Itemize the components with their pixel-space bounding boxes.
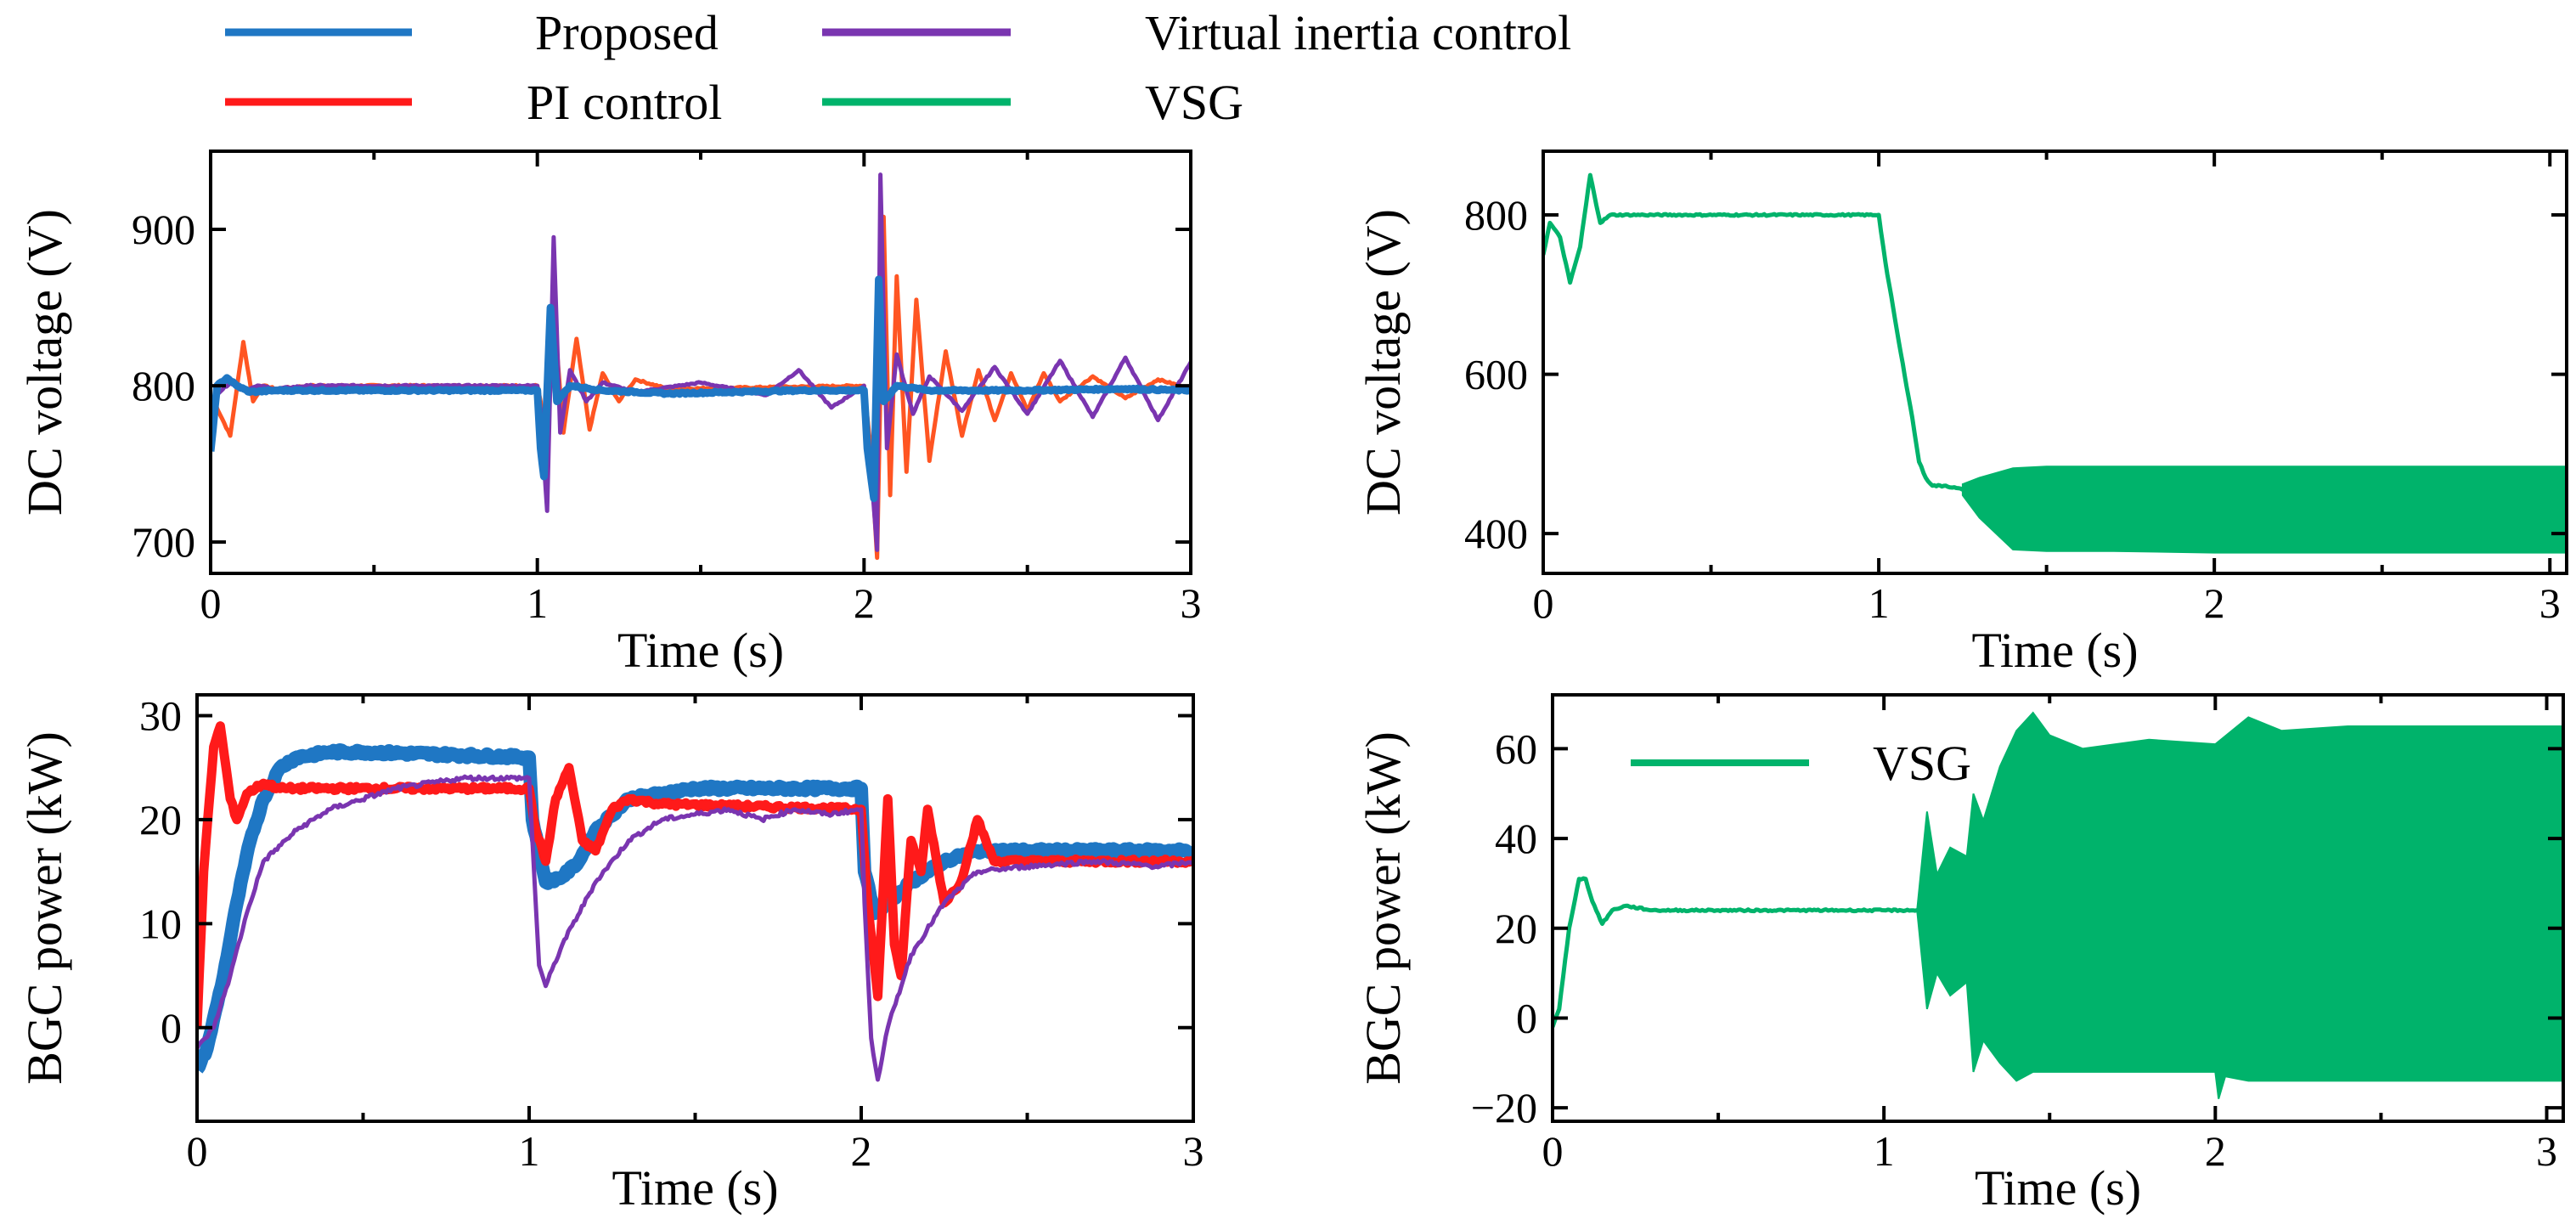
x-tick-label: 1 — [519, 1127, 540, 1175]
axes-frame — [1551, 693, 2565, 1123]
y-tick-label: 60 — [1495, 725, 1537, 772]
y-tick-label: 800 — [1464, 191, 1528, 239]
plot-area — [197, 721, 1193, 1082]
plot-area — [211, 172, 1191, 561]
inset-legend-label-vsg: VSG — [1873, 736, 1971, 791]
x-tick-label: 2 — [854, 579, 875, 627]
x-tick-label: 0 — [1533, 579, 1554, 627]
y-tick-label: 20 — [1495, 905, 1537, 952]
y-tick-label: 20 — [139, 796, 182, 844]
x-tick-label: 1 — [1869, 579, 1890, 627]
x-tick-label: 0 — [200, 579, 222, 627]
series-line-vsg — [1543, 172, 1964, 492]
y-tick-label: 10 — [139, 900, 182, 947]
x-tick-label: 0 — [187, 1127, 208, 1175]
y-axis-label: BGC power (kW) — [1356, 731, 1411, 1085]
x-axis-label: Time (s) — [612, 1160, 778, 1216]
x-axis-label: Time (s) — [1975, 1160, 2141, 1216]
x-axis-label: Time (s) — [1971, 623, 2138, 678]
vsg-oscillation-band — [1961, 465, 2567, 554]
vsg-oscillation-band — [1916, 711, 2563, 1099]
plot-area — [1553, 711, 2563, 1099]
chart-dc-voltage-compare: 0 1 2 3 700 800 900 Time (s) DC voltage (V) — [17, 150, 1202, 678]
series-line-virtual-inertia-control — [197, 774, 1193, 1082]
y-tick-label: 900 — [132, 206, 195, 253]
plot-area — [1543, 172, 2567, 554]
legend-label-virtual-inertia: Virtual inertia control — [1145, 5, 1571, 60]
x-tick-label: 1 — [527, 579, 548, 627]
legend: Proposed PI control Virtual inertia cont… — [225, 5, 1571, 130]
y-tick-label: 700 — [132, 518, 195, 566]
chart-dc-voltage-vsg: 0 1 2 3 400 600 800 Time (s) DC voltage (V) — [1356, 150, 2568, 678]
x-tick-label: 2 — [2204, 579, 2225, 627]
y-tick-label: 600 — [1464, 351, 1528, 398]
series-line-virtual-inertia-control — [211, 172, 1191, 552]
x-tick-label: 3 — [2539, 579, 2561, 627]
y-axis-label: DC voltage (V) — [1356, 209, 1411, 516]
series-line-proposed — [211, 275, 1191, 503]
x-tick-label: 1 — [1874, 1127, 1895, 1175]
series-line-proposed — [197, 743, 1193, 1074]
x-tick-label: 2 — [851, 1127, 872, 1175]
axes-frame — [1542, 150, 2568, 575]
series-line-pi-control — [197, 721, 1193, 1029]
y-tick-label: 800 — [132, 362, 195, 409]
x-tick-label: 2 — [2205, 1127, 2226, 1175]
inset-legend: VSG — [1631, 736, 1971, 791]
y-axis-label: BGC power (kW) — [17, 731, 72, 1085]
y-tick-label: 30 — [139, 691, 182, 739]
y-axis-label: DC voltage (V) — [17, 209, 72, 516]
y-tick-label: 0 — [161, 1004, 182, 1052]
x-tick-label: 3 — [1181, 579, 1202, 627]
y-tick-label: −20 — [1471, 1084, 1537, 1131]
axis-ticks: 0 1 2 3 700 800 900 — [132, 151, 1202, 627]
series-line-vsg — [1553, 876, 1918, 1028]
legend-label-pi-control: PI control — [527, 75, 722, 130]
legend-label-vsg: VSG — [1145, 75, 1243, 130]
axes-frame — [209, 150, 1192, 575]
x-tick-label: 3 — [2536, 1127, 2557, 1175]
y-tick-label: 400 — [1464, 510, 1528, 557]
legend-label-proposed: Proposed — [535, 5, 719, 60]
axis-ticks: 0 1 2 3 400 600 800 — [1464, 151, 2567, 627]
y-tick-label: 40 — [1495, 815, 1537, 862]
x-tick-label: 3 — [1183, 1127, 1204, 1175]
y-tick-label: 0 — [1516, 994, 1537, 1041]
x-axis-label: Time (s) — [617, 623, 784, 678]
x-tick-label: 0 — [1542, 1127, 1564, 1175]
